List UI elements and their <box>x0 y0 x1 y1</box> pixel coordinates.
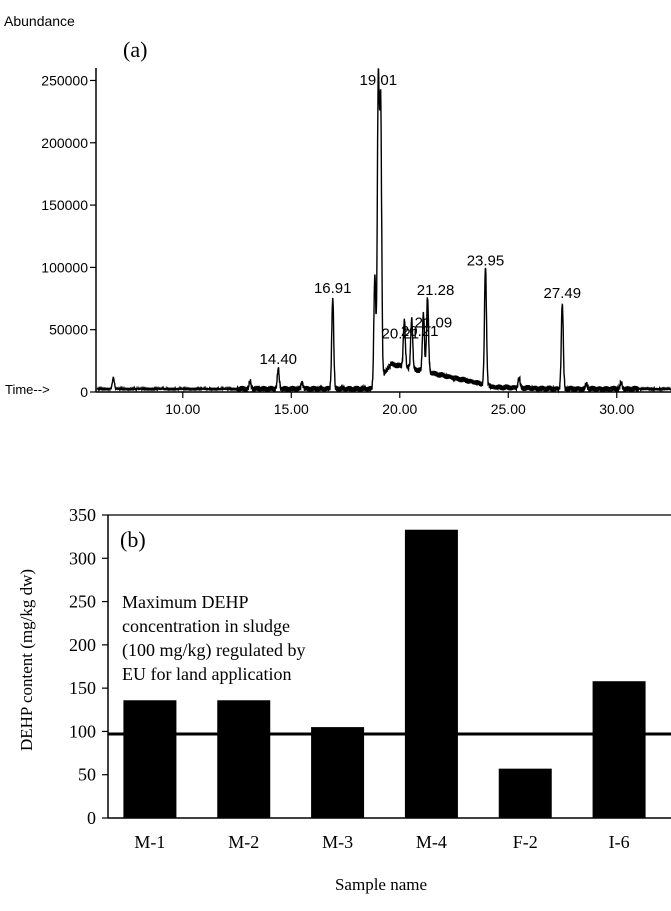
bar-chart-panel: DEHP content (mg/kg dw) (b) Sample name … <box>17 505 671 894</box>
panel-label-b: (b) <box>120 527 146 552</box>
peak-label: 21.09 <box>415 314 453 331</box>
annotation-line-1: Maximum DEHP <box>122 592 249 612</box>
x-tick-label-b: I-6 <box>609 832 630 852</box>
y-tick-label-b: 50 <box>78 765 96 785</box>
y-tick-label-b: 0 <box>87 808 96 828</box>
x-axis-label-a: Time--> <box>5 382 50 397</box>
chromatogram-trace <box>96 68 671 394</box>
x-tick-label-a: 10.00 <box>165 401 200 417</box>
annotation-line-2: concentration in sludge <box>122 616 290 636</box>
y-tick-label-a: 50000 <box>49 322 88 338</box>
x-tick-label-b: M-1 <box>134 832 165 852</box>
peak-label: 16.91 <box>314 280 352 297</box>
y-tick-label-a: 150000 <box>41 197 88 213</box>
peak-label: 14.40 <box>259 351 297 368</box>
y-tick-label-a: 200000 <box>41 135 88 151</box>
x-tick-label-a: 20.00 <box>382 401 417 417</box>
bar-i-6 <box>592 681 646 818</box>
y-axis-label-a: Abundance <box>4 13 75 29</box>
y-tick-label-b: 300 <box>69 548 96 568</box>
y-tick-label-a: 0 <box>80 384 88 400</box>
x-tick-label-b: M-4 <box>416 832 447 852</box>
bar-m-4 <box>404 529 458 818</box>
annotation-line-3: (100 mg/kg) regulated by <box>122 640 305 661</box>
y-tick-label-b: 150 <box>69 678 96 698</box>
x-tick-label-a: 30.00 <box>599 401 634 417</box>
peak-label: 20.21 <box>382 326 420 343</box>
annotation-line-4: EU for land application <box>122 664 291 684</box>
x-tick-label-b: F-2 <box>513 832 538 852</box>
bar-m-2 <box>217 700 271 818</box>
eu-limit-annotation: Maximum DEHP concentration in sludge (10… <box>122 592 305 684</box>
bar-m-3 <box>311 727 365 818</box>
bar-m-1 <box>123 700 177 818</box>
y-tick-label-a: 250000 <box>41 72 88 88</box>
y-tick-label-a: 100000 <box>41 259 88 275</box>
x-tick-label-b: M-3 <box>322 832 353 852</box>
y-tick-label-b: 100 <box>69 721 96 741</box>
y-tick-label-b: 250 <box>69 592 96 612</box>
x-axis-label-b: Sample name <box>335 875 427 894</box>
panel-label-a: (a) <box>123 37 147 62</box>
x-tick-label-a: 25.00 <box>491 401 526 417</box>
y-tick-label-b: 200 <box>69 635 96 655</box>
peak-label: 19.01 <box>360 72 398 89</box>
peak-label: 20.21 <box>401 323 439 340</box>
chromatogram-panel: Abundance (a) Time--> 0 50000 100000 150000… <box>4 13 671 417</box>
bar-f-2 <box>498 768 552 818</box>
peak-label: 27.49 <box>544 285 582 302</box>
x-tick-label-b: M-2 <box>228 832 259 852</box>
peak-label: 23.95 <box>467 253 505 270</box>
x-tick-label-a: 15.00 <box>274 401 309 417</box>
y-axis-label-b: DEHP content (mg/kg dw) <box>17 569 36 751</box>
peak-label: 21.28 <box>417 282 455 299</box>
y-tick-label-b: 350 <box>69 505 96 525</box>
